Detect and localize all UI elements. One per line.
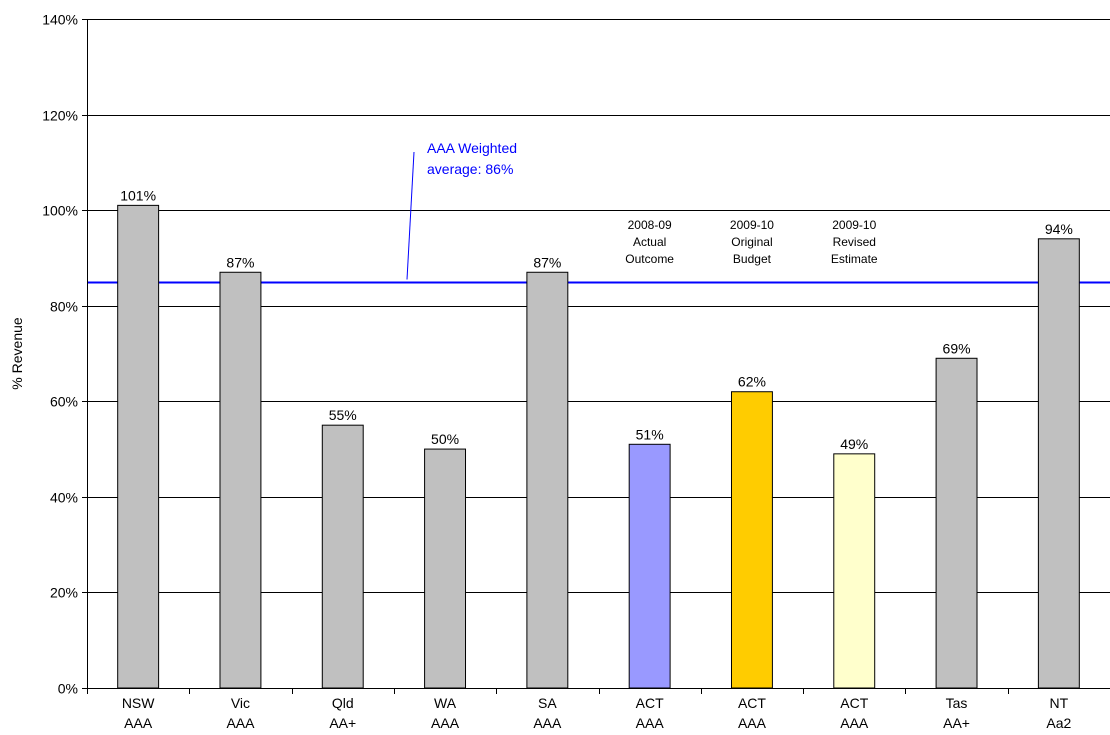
- bar-annotation: Actual: [633, 235, 666, 249]
- x-tick-label: ACT: [738, 695, 766, 711]
- y-axis-title: % Revenue: [9, 317, 25, 390]
- x-tick-label: Tas: [946, 695, 968, 711]
- data-label: 69%: [943, 340, 971, 356]
- x-tick-sublabel: AA+: [943, 715, 970, 731]
- data-label: 51%: [636, 426, 664, 442]
- bar-annotation: Outcome: [625, 252, 674, 266]
- bar-annotation: Budget: [733, 252, 772, 266]
- bar-annotation: 2009-10: [832, 218, 876, 232]
- data-label: 87%: [533, 254, 561, 270]
- bar-8: [935, 357, 978, 689]
- data-label: 49%: [840, 436, 868, 452]
- x-tick-label: NSW: [122, 695, 155, 711]
- bar-1: [219, 271, 262, 689]
- x-tick-label: ACT: [636, 695, 664, 711]
- x-tick-label: Vic: [231, 695, 250, 711]
- bar-7: [833, 453, 876, 689]
- data-label: 55%: [329, 407, 357, 423]
- x-tick-sublabel: AAA: [840, 715, 869, 731]
- bar-annotation: Revised: [833, 235, 876, 249]
- x-tick-label: NT: [1050, 695, 1069, 711]
- bar-annotation: 2008-09: [628, 218, 672, 232]
- bar-2: [321, 424, 364, 689]
- reference-line-label: average: 86%: [427, 161, 513, 177]
- y-tick-label: 80%: [50, 299, 78, 315]
- reference-leader-line: [406, 151, 415, 280]
- y-tick-label: 120%: [42, 108, 78, 124]
- bars: [117, 204, 1080, 689]
- bar-0: [117, 204, 160, 689]
- bar-annotation: Estimate: [831, 252, 878, 266]
- bar-5: [628, 443, 671, 689]
- data-label: 94%: [1045, 221, 1073, 237]
- x-tick-sublabel: AA+: [329, 715, 356, 731]
- data-label: 87%: [226, 254, 254, 270]
- y-tick-label: 0%: [58, 681, 78, 697]
- x-tick-sublabel: AAA: [431, 715, 460, 731]
- labels: 0% 20% 40% 60% 80% 100% 120% 140% 101% NSW AAA 87% V…: [42, 12, 1073, 732]
- axes: [82, 19, 1110, 694]
- y-tick-label: 100%: [42, 203, 78, 219]
- bar-9: [1037, 238, 1080, 689]
- bar-annotation: 2009-10: [730, 218, 774, 232]
- x-tick-label: SA: [538, 695, 557, 711]
- y-tick-label: 40%: [50, 490, 78, 506]
- bar-3: [424, 448, 467, 689]
- bar-6: [730, 391, 773, 689]
- x-tick-sublabel: AAA: [226, 715, 255, 731]
- y-tick-label: 20%: [50, 585, 78, 601]
- x-tick-sublabel: AAA: [124, 715, 153, 731]
- data-label: 101%: [120, 187, 156, 203]
- y-tick-label: 60%: [50, 394, 78, 410]
- x-tick-sublabel: Aa2: [1046, 715, 1071, 731]
- bar-annotation: Original: [731, 235, 772, 249]
- data-label: 62%: [738, 374, 766, 390]
- reference-line-label: AAA Weighted: [427, 140, 517, 156]
- x-tick-label: WA: [434, 695, 457, 711]
- bar-4: [526, 271, 569, 689]
- x-tick-sublabel: AAA: [738, 715, 767, 731]
- y-tick-label: 140%: [42, 12, 78, 28]
- x-tick-label: Qld: [332, 695, 354, 711]
- data-label: 50%: [431, 431, 459, 447]
- x-tick-label: ACT: [840, 695, 868, 711]
- x-tick-sublabel: AAA: [636, 715, 665, 731]
- x-tick-sublabel: AAA: [533, 715, 562, 731]
